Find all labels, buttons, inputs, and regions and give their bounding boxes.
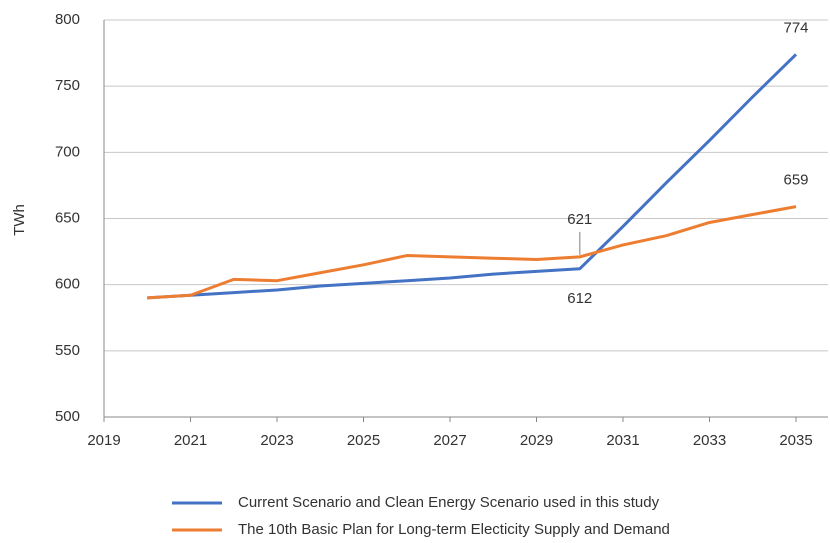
x-tick-label: 2035: [779, 432, 812, 449]
x-tick-label: 2019: [87, 432, 120, 449]
y-tick-label: 550: [55, 342, 80, 359]
x-tick-label: 2023: [260, 432, 293, 449]
x-tick-label: 2025: [347, 432, 380, 449]
y-tick-label: 700: [55, 143, 80, 160]
x-tick-label: 2033: [693, 432, 726, 449]
y-tick-label: 750: [55, 77, 80, 94]
x-tick-label: 2021: [174, 432, 207, 449]
x-tick-label: 2027: [433, 432, 466, 449]
data-label: 659: [783, 172, 808, 189]
y-tick-label: 500: [55, 408, 80, 425]
series-line: [147, 53, 798, 300]
legend-label: Current Scenario and Clean Energy Scenar…: [238, 494, 660, 511]
y-axis-label: TWh: [11, 204, 28, 236]
y-tick-label: 800: [55, 11, 80, 28]
data-label: 774: [783, 19, 808, 36]
y-tick-label: 650: [55, 209, 80, 226]
data-label: 621: [567, 211, 592, 228]
series-line: [147, 205, 797, 300]
x-tick-label: 2029: [520, 432, 553, 449]
data-label: 612: [567, 290, 592, 307]
legend-label: The 10th Basic Plan for Long-term Electi…: [238, 521, 670, 538]
x-tick-label: 2031: [606, 432, 639, 449]
y-tick-label: 600: [55, 276, 80, 293]
